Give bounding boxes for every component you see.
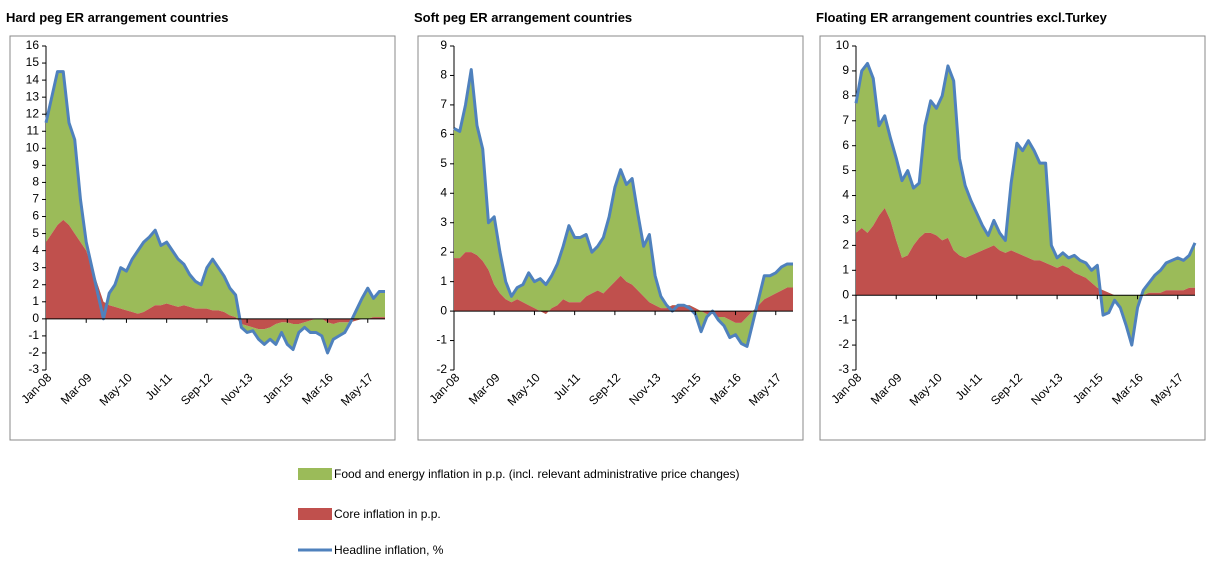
legend: Food and energy inflation in p.p. (incl.… [298, 467, 740, 557]
y-tick-label: 0 [842, 287, 849, 301]
y-tick-label: -2 [838, 337, 849, 351]
y-tick-label: 8 [32, 175, 39, 189]
legend-label: Core inflation in p.p. [334, 507, 441, 521]
y-tick-label: 5 [440, 156, 447, 170]
y-tick-label: 1 [842, 262, 849, 276]
food-energy-area [454, 69, 793, 347]
food-energy-area [856, 63, 1195, 346]
y-tick-label: 2 [440, 244, 447, 258]
y-tick-label: 2 [842, 238, 849, 252]
y-tick-label: 0 [32, 311, 39, 325]
y-tick-label: -1 [838, 312, 849, 326]
y-tick-label: -3 [28, 362, 39, 376]
headline-line [854, 61, 1197, 347]
plot-frame [417, 35, 804, 441]
core-area [454, 252, 793, 323]
y-tick-label: 16 [26, 38, 40, 52]
core-area [46, 219, 385, 330]
y-tick-label: 6 [440, 127, 447, 141]
legend-label: Food and energy inflation in p.p. (incl.… [334, 467, 740, 481]
legend-label: Headline inflation, % [334, 543, 444, 557]
y-tick-label: 4 [440, 185, 447, 199]
y-tick-label: 11 [27, 123, 40, 137]
y-tick-label: 3 [440, 215, 447, 229]
plot-frame [819, 35, 1206, 441]
y-tick-label: 6 [842, 138, 849, 152]
y-tick-label: 3 [842, 213, 849, 227]
y-tick-label: -2 [28, 345, 39, 359]
y-tick-label: 3 [32, 260, 39, 274]
legend-swatch [298, 468, 332, 480]
y-tick-label: -1 [436, 333, 447, 347]
y-tick-label: 0 [440, 303, 447, 317]
y-tick-label: 5 [842, 163, 849, 177]
y-tick-label: 10 [836, 38, 850, 52]
y-tick-label: 15 [26, 55, 40, 69]
headline-line [44, 70, 385, 355]
y-tick-label: 12 [26, 106, 40, 120]
core-area [856, 208, 1195, 296]
y-tick-label: 6 [32, 209, 39, 223]
food-energy-area [46, 71, 385, 353]
y-tick-label: 5 [32, 226, 39, 240]
y-tick-label: 4 [842, 188, 849, 202]
y-tick-label: 9 [842, 63, 849, 77]
y-tick-label: 2 [32, 277, 39, 291]
y-tick-label: 14 [26, 72, 40, 86]
headline-line [453, 68, 793, 348]
plot-frame [9, 35, 396, 441]
y-tick-label: 8 [842, 88, 849, 102]
y-tick-label: -1 [28, 328, 39, 342]
y-tick-label: 13 [26, 89, 40, 103]
chart-title: Soft peg ER arrangement countries [414, 10, 632, 25]
legend-swatch [298, 508, 332, 520]
y-tick-label: -2 [436, 362, 447, 376]
y-tick-label: 8 [440, 68, 447, 82]
y-tick-label: 7 [842, 113, 849, 127]
y-tick-label: 1 [440, 274, 447, 288]
chart-title: Hard peg ER arrangement countries [6, 10, 229, 25]
y-tick-label: 9 [440, 38, 447, 52]
y-tick-label: 9 [32, 158, 39, 172]
y-tick-label: 1 [32, 294, 39, 308]
y-tick-label: 10 [26, 140, 40, 154]
y-tick-label: 4 [32, 243, 39, 257]
y-tick-label: 7 [440, 97, 447, 111]
y-tick-label: 7 [32, 192, 39, 206]
y-tick-label: -3 [838, 362, 849, 376]
chart-title: Floating ER arrangement countries excl.T… [816, 10, 1108, 25]
